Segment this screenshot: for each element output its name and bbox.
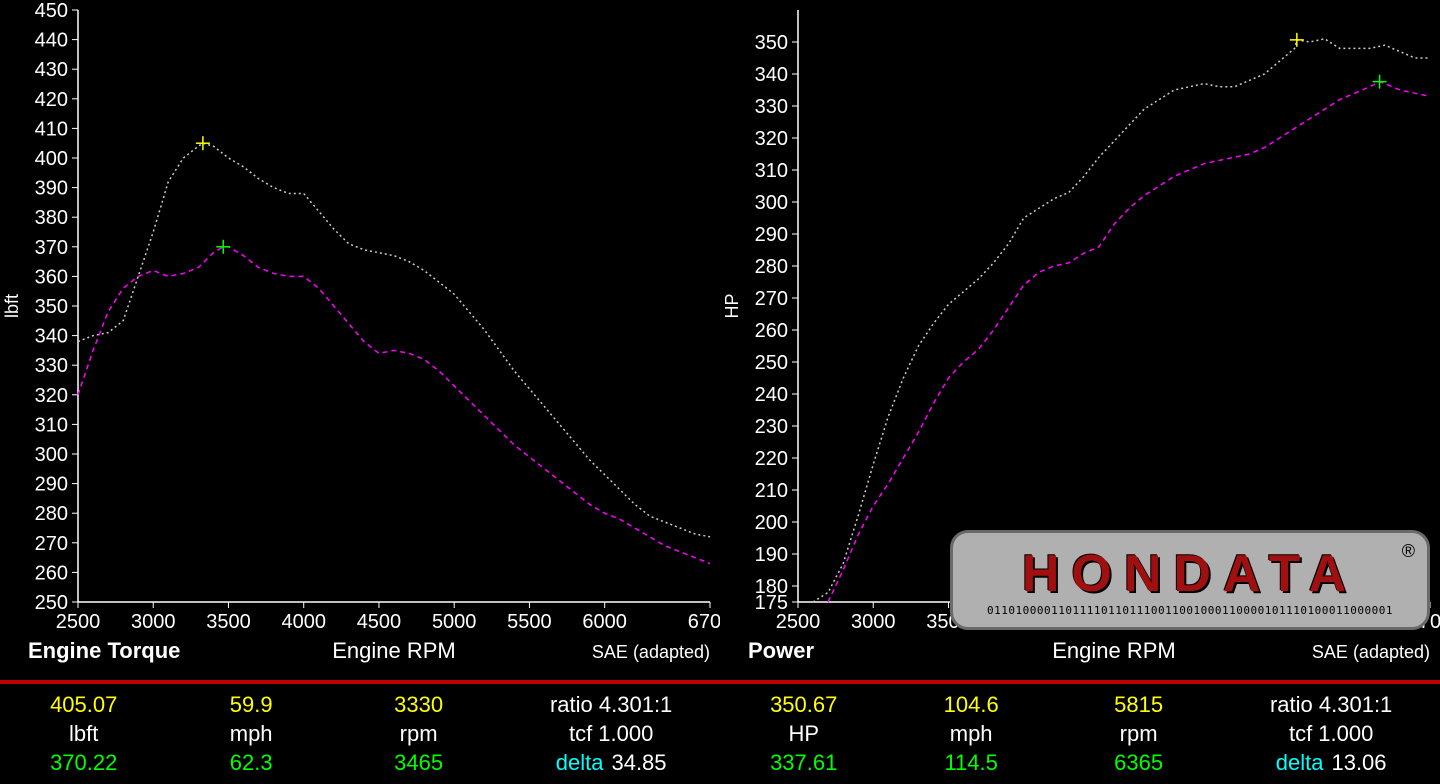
svg-text:310: 310 (35, 414, 68, 436)
svg-text:400: 400 (35, 148, 68, 170)
svg-text:200: 200 (755, 512, 788, 534)
svg-text:Engine RPM: Engine RPM (1052, 638, 1176, 663)
svg-text:250: 250 (755, 352, 788, 374)
hondata-logo: ® HONDATA 011010000110111101101110011001… (950, 530, 1430, 630)
svg-text:450: 450 (35, 0, 68, 22)
dt-torque-mph-label: mph (167, 721, 334, 747)
dt-torque-stock: 370.22 (0, 750, 167, 776)
svg-text:Engine RPM: Engine RPM (332, 638, 456, 663)
svg-text:SAE (adapted): SAE (adapted) (1312, 642, 1430, 662)
svg-text:180: 180 (755, 576, 788, 598)
svg-text:Power: Power (748, 638, 814, 663)
svg-text:2500: 2500 (776, 611, 821, 633)
svg-text:5500: 5500 (507, 611, 552, 633)
svg-text:280: 280 (35, 503, 68, 525)
dt-torque-rpm: 3330 (335, 692, 502, 718)
svg-text:430: 430 (35, 59, 68, 81)
dt-torque-stock-rpm: 3465 (335, 750, 502, 776)
data-table-torque: 405.07 59.9 3330 ratio 4.301:1 lbft mph … (0, 690, 720, 778)
svg-text:300: 300 (755, 192, 788, 214)
svg-text:190: 190 (755, 544, 788, 566)
svg-text:6000: 6000 (582, 611, 627, 633)
svg-text:230: 230 (755, 416, 788, 438)
svg-text:lbft: lbft (2, 294, 22, 318)
svg-text:320: 320 (755, 128, 788, 150)
svg-text:4000: 4000 (281, 611, 326, 633)
dt-delta-value: 13.06 (1331, 750, 1386, 776)
svg-text:210: 210 (755, 480, 788, 502)
dt-power-mph: 104.6 (887, 692, 1054, 718)
svg-text:320: 320 (35, 385, 68, 407)
dt-power-stock-rpm: 6365 (1055, 750, 1222, 776)
dt-power-rpm: 5815 (1055, 692, 1222, 718)
svg-text:440: 440 (35, 30, 68, 52)
svg-text:370: 370 (35, 237, 68, 259)
svg-text:360: 360 (35, 266, 68, 288)
svg-text:340: 340 (755, 64, 788, 86)
svg-text:290: 290 (755, 224, 788, 246)
dt-power-ratio: ratio 4.301:1 (1222, 692, 1440, 718)
svg-text:340: 340 (35, 326, 68, 348)
svg-text:3500: 3500 (206, 611, 251, 633)
svg-text:380: 380 (35, 207, 68, 229)
dt-torque-delta: delta 34.85 (502, 750, 720, 776)
logo-text: HONDATA (1022, 544, 1358, 604)
dt-power-peak: 350.67 (720, 692, 887, 718)
data-table-power: 350.67 104.6 5815 ratio 4.301:1 HP mph r… (720, 690, 1440, 778)
dt-power-hp-label: HP (720, 721, 887, 747)
dt-torque-stock-mph: 62.3 (167, 750, 334, 776)
dt-torque-rpm-label: rpm (335, 721, 502, 747)
dt-power-rpm-label: rpm (1055, 721, 1222, 747)
dt-power-mph-label: mph (887, 721, 1054, 747)
svg-text:330: 330 (755, 96, 788, 118)
dt-torque-tcf: tcf 1.000 (502, 721, 720, 747)
dt-delta-label: delta (1276, 750, 1324, 776)
svg-text:280: 280 (755, 256, 788, 278)
dt-torque-mph: 59.9 (167, 692, 334, 718)
dt-power-stock: 337.61 (720, 750, 887, 776)
svg-text:3000: 3000 (131, 611, 176, 633)
svg-text:330: 330 (35, 355, 68, 377)
svg-text:310: 310 (755, 160, 788, 182)
svg-text:Engine Torque: Engine Torque (28, 638, 180, 663)
svg-text:3000: 3000 (851, 611, 896, 633)
dt-torque-lbft-label: lbft (0, 721, 167, 747)
divider (0, 680, 1440, 684)
svg-text:270: 270 (755, 288, 788, 310)
svg-text:350: 350 (755, 32, 788, 54)
dt-delta-label: delta (556, 750, 604, 776)
dt-power-stock-mph: 114.5 (887, 750, 1054, 776)
svg-text:410: 410 (35, 118, 68, 140)
svg-text:260: 260 (35, 562, 68, 584)
svg-text:6700: 6700 (688, 611, 720, 633)
svg-text:2500: 2500 (56, 611, 101, 633)
torque-chart: 2502602702802903003103203303403503603703… (0, 0, 720, 680)
svg-text:5000: 5000 (432, 611, 477, 633)
svg-text:290: 290 (35, 474, 68, 496)
svg-text:240: 240 (755, 384, 788, 406)
dt-power-delta: delta 13.06 (1222, 750, 1440, 776)
svg-text:HP: HP (722, 293, 742, 318)
svg-text:270: 270 (35, 533, 68, 555)
svg-text:420: 420 (35, 89, 68, 111)
svg-text:350: 350 (35, 296, 68, 318)
dt-power-tcf: tcf 1.000 (1222, 721, 1440, 747)
dt-torque-peak: 405.07 (0, 692, 167, 718)
logo-binary: 0110100001101111011011100110010001100001… (987, 604, 1393, 617)
logo-registered: ® (1402, 541, 1415, 562)
dt-torque-ratio: ratio 4.301:1 (502, 692, 720, 718)
svg-text:390: 390 (35, 178, 68, 200)
dt-delta-value: 34.85 (611, 750, 666, 776)
svg-text:300: 300 (35, 444, 68, 466)
svg-text:220: 220 (755, 448, 788, 470)
svg-text:4500: 4500 (357, 611, 402, 633)
svg-text:260: 260 (755, 320, 788, 342)
svg-text:SAE (adapted): SAE (adapted) (592, 642, 710, 662)
